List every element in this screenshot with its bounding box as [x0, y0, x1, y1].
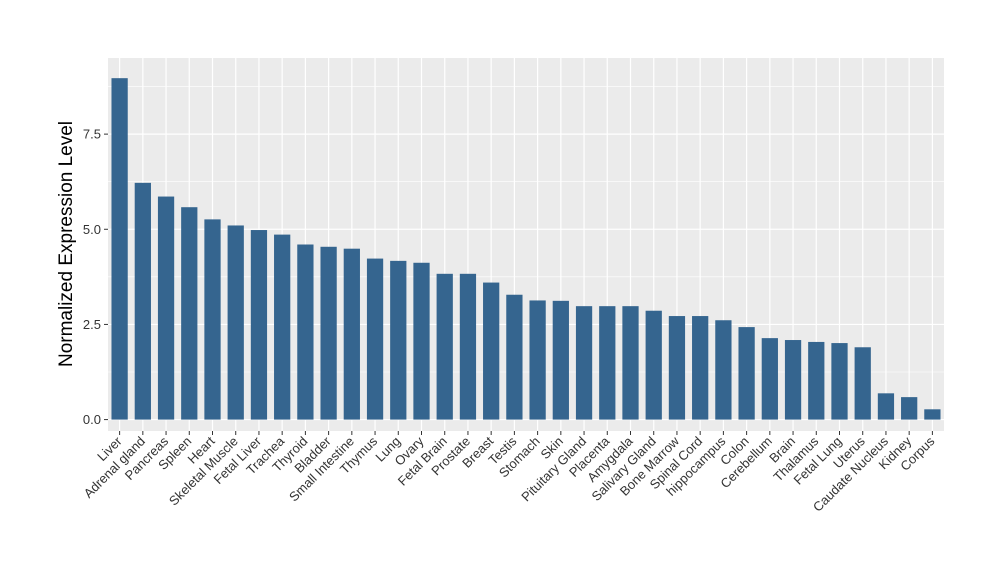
bar [506, 294, 523, 420]
bar [692, 316, 709, 420]
bar [483, 282, 500, 420]
bar [645, 310, 662, 420]
y-tick-label: 2.5 [83, 317, 101, 332]
bar [274, 234, 291, 420]
bar [715, 320, 732, 420]
y-tick-label: 7.5 [83, 127, 101, 142]
y-tick-label: 5.0 [83, 222, 101, 237]
bar [575, 306, 593, 420]
bar [134, 182, 151, 420]
y-axis-title: Normalized Expression Level [56, 121, 77, 367]
bar [413, 262, 430, 420]
bar [901, 397, 918, 420]
bar [552, 300, 569, 420]
bar [320, 246, 337, 420]
bar [459, 273, 477, 420]
bar [877, 393, 895, 420]
bar [738, 327, 755, 420]
bar [761, 338, 778, 420]
bar [181, 207, 198, 420]
bar [599, 306, 616, 420]
bar [111, 78, 128, 420]
bar [854, 347, 871, 420]
y-tick-label: 0.0 [83, 412, 101, 427]
bar [157, 196, 175, 420]
bar [784, 340, 802, 420]
bar [808, 341, 825, 420]
bar [436, 273, 453, 420]
bar [390, 260, 407, 420]
bar [227, 225, 244, 420]
bar [668, 316, 686, 420]
bar [250, 230, 268, 420]
bar [622, 306, 639, 420]
bar [529, 300, 546, 420]
bar [204, 219, 221, 420]
bar [366, 258, 384, 420]
bar [924, 409, 941, 420]
y-axis: 0.0 2.5 5.0 7.5 [83, 127, 108, 427]
bars [111, 78, 941, 420]
bar [297, 244, 314, 420]
bar [831, 343, 848, 420]
bar [343, 248, 360, 420]
minor-gridlines [108, 86, 944, 373]
plot-panel [108, 58, 944, 431]
